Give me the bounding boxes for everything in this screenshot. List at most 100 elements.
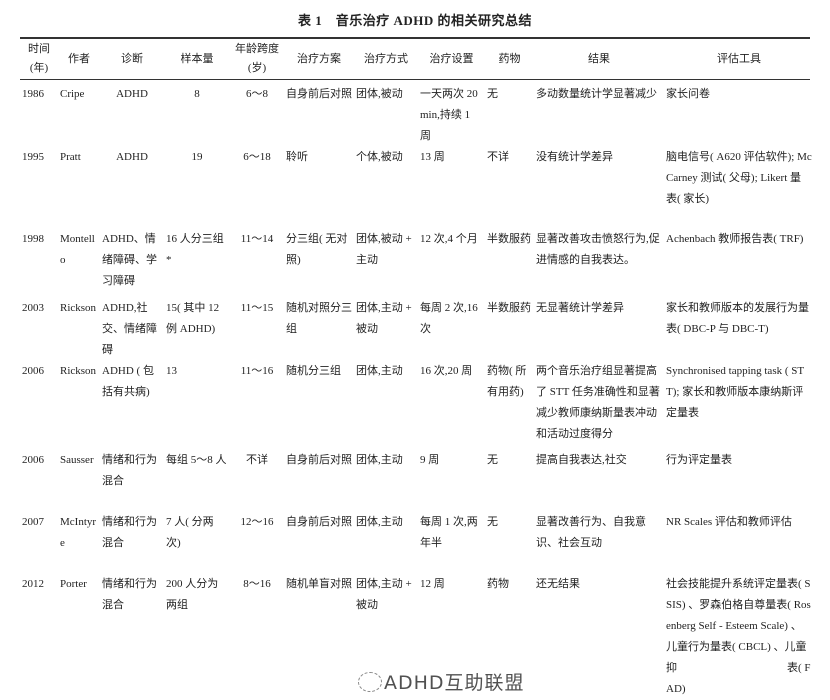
- header-result: 结果: [588, 53, 610, 65]
- header-diagnosis: 诊断: [121, 53, 143, 65]
- cell-mode: 个体,被动: [356, 151, 403, 163]
- cell-drug: 不详: [487, 151, 509, 163]
- cell-diagnosis: 情绪和行为混合: [102, 454, 157, 487]
- cell-plan: 自身前后对照: [286, 516, 352, 528]
- cell-setting: 每周 2 次,16 次: [420, 302, 478, 335]
- wechat-icon: [358, 672, 382, 692]
- table-title: 表 1 音乐治疗 ADHD 的相关研究总结: [297, 13, 533, 28]
- cell-diagnosis: ADHD: [116, 88, 148, 100]
- cell-drug: 药物( 所有用药): [487, 365, 527, 398]
- cell-sample: 200 人分为两组: [166, 578, 219, 611]
- header-drug: 药物: [498, 53, 521, 65]
- cell-tool: 脑电信号( A620 评估软件); McCarney 测试( 父母); Like…: [666, 151, 812, 205]
- cell-tool: Achenbach 教师报告表( TRF): [666, 233, 804, 245]
- header-rule: [20, 79, 810, 80]
- cell-result: 多动数量统计学显著减少: [536, 88, 657, 100]
- cell-tool: Synchronised tapping task ( STT); 家长和教师版…: [666, 365, 805, 419]
- cell-setting: 13 周: [420, 151, 445, 163]
- header-tool: 评估工具: [717, 53, 761, 65]
- cell-result: 无显著统计学差异: [536, 302, 624, 314]
- header-sample: 样本量: [180, 53, 214, 65]
- cell-author: Sausser: [60, 454, 94, 466]
- cell-drug: 半数服药: [487, 233, 531, 245]
- cell-plan: 随机单盲对照: [286, 578, 352, 590]
- cell-mode: 团体,主动: [356, 365, 403, 377]
- cell-plan: 随机分三组: [286, 365, 341, 377]
- cell-result: 显著改善行为、自我意识、社会互动: [536, 516, 646, 549]
- cell-drug: 无: [487, 516, 498, 528]
- cell-plan: 随机对照分三组: [286, 302, 352, 335]
- cell-sample: 8: [194, 88, 200, 100]
- cell-author: Porter: [60, 578, 87, 590]
- cell-setting: 一天两次 20 min,持续 1 周: [420, 88, 478, 142]
- cell-age: 6～8: [246, 88, 268, 100]
- cell-author: Pratt: [60, 151, 81, 163]
- watermark: ADHD互助联盟: [384, 672, 525, 694]
- cell-age: 不详: [246, 454, 268, 466]
- cell-mode: 团体,被动: [356, 88, 403, 100]
- table-row: 1986 Cripe ADHD 8 6～8 自身前后对照 团体,被动 一天两次 20 min,…: [0, 84, 830, 147]
- cell-author: Montello: [60, 233, 95, 266]
- cell-result: 还无结果: [536, 578, 580, 590]
- cell-diagnosis: ADHD ( 包括有共病): [102, 365, 154, 398]
- cell-year: 1986: [22, 88, 44, 100]
- header-year: 时间(年): [28, 43, 50, 74]
- cell-year: 1995: [22, 151, 44, 163]
- cell-year: 2007: [22, 516, 44, 528]
- cell-diagnosis: ADHD、情绪障碍、学习障碍: [102, 233, 157, 287]
- cell-setting: 12 次,4 个月: [420, 233, 478, 245]
- cell-year: 2006: [22, 365, 44, 377]
- cell-tool: 家长问卷: [666, 88, 710, 100]
- cell-drug: 无: [487, 454, 498, 466]
- cell-tool: 行为评定量表: [666, 454, 732, 466]
- table-header: 时间(年) 作者 诊断 样本量 年龄跨度(岁) 治疗方案 治疗方式 治疗设置 药物 结果 评估工具: [0, 40, 830, 79]
- header-age: 年龄跨度(岁): [235, 43, 279, 74]
- cell-mode: 团体,被动 + 主动: [356, 233, 412, 266]
- top-rule: [20, 37, 810, 39]
- research-table: 1986 Cripe ADHD 8 6～8 自身前后对照 团体,被动 一天两次 20 min,…: [0, 84, 830, 700]
- cell-plan: 分三组( 无对照): [286, 233, 348, 266]
- cell-age: 11～16: [240, 365, 274, 377]
- cell-diagnosis: 情绪和行为混合: [102, 578, 157, 611]
- cell-year: 2006: [22, 454, 44, 466]
- cell-mode: 团体,主动 + 被动: [356, 302, 412, 335]
- cell-result: 两个音乐治疗组显著提高了 STT 任务准确性和显著减少教师康纳斯量表冲动和活动过…: [536, 365, 660, 440]
- header-mode: 治疗方式: [364, 53, 408, 65]
- cell-tool: 社会技能提升系统评定量表( SSIS) 、罗森伯格自尊量表( Rosenberg…: [666, 578, 811, 695]
- cell-mode: 团体,主动: [356, 454, 403, 466]
- cell-mode: 团体,主动: [356, 516, 403, 528]
- table-row: 2003 Rickson ADHD,社交、情绪障碍 15( 其中 12 例 ADHD)…: [0, 298, 830, 361]
- cell-setting: 16 次,20 周: [420, 365, 473, 377]
- table-row: 2006 Rickson ADHD ( 包括有共病) 13 11～16 随机分三组 团体,主…: [0, 361, 830, 450]
- cell-drug: 药物: [487, 578, 509, 590]
- cell-diagnosis: 情绪和行为混合: [102, 516, 157, 549]
- cell-setting: 9 周: [420, 454, 440, 466]
- cell-tool: 家长和教师版本的发展行为量表( DBC-P 与 DBC-T): [666, 302, 809, 335]
- cell-sample: 每组 5～8 人: [166, 454, 227, 466]
- cell-age: 11～14: [240, 233, 274, 245]
- table-row: 1998 Montello ADHD、情绪障碍、学习障碍 16 人分三组 * 11～14…: [0, 229, 830, 298]
- cell-author: McIntyre: [60, 516, 97, 549]
- cell-result: 没有统计学差异: [536, 151, 613, 163]
- cell-year: 2012: [22, 578, 44, 590]
- cell-age: 6～18: [243, 151, 271, 163]
- cell-sample: 15( 其中 12 例 ADHD): [166, 302, 220, 335]
- cell-year: 1998: [22, 233, 44, 245]
- cell-plan: 自身前后对照: [286, 88, 352, 100]
- cell-sample: 7 人( 分两次): [166, 516, 214, 549]
- header-plan: 治疗方案: [297, 53, 341, 65]
- cell-mode: 团体,主动 + 被动: [356, 578, 412, 611]
- cell-drug: 无: [487, 88, 498, 100]
- table-row: 1995 Pratt ADHD 19 6～18 聆听 个体,被动 13 周 不详 没有统计学差异 脑…: [0, 147, 830, 229]
- cell-age: 12～16: [240, 516, 274, 528]
- cell-age: 11～15: [240, 302, 274, 314]
- cell-author: Rickson: [60, 365, 97, 377]
- header-author: 作者: [68, 53, 90, 65]
- cell-tool: NR Scales 评估和教师评估: [666, 516, 792, 528]
- cell-sample: 13: [166, 365, 177, 377]
- cell-sample: 19: [191, 151, 203, 163]
- cell-year: 2003: [22, 302, 44, 314]
- cell-sample: 16 人分三组 *: [166, 233, 224, 266]
- cell-diagnosis: ADHD: [116, 151, 148, 163]
